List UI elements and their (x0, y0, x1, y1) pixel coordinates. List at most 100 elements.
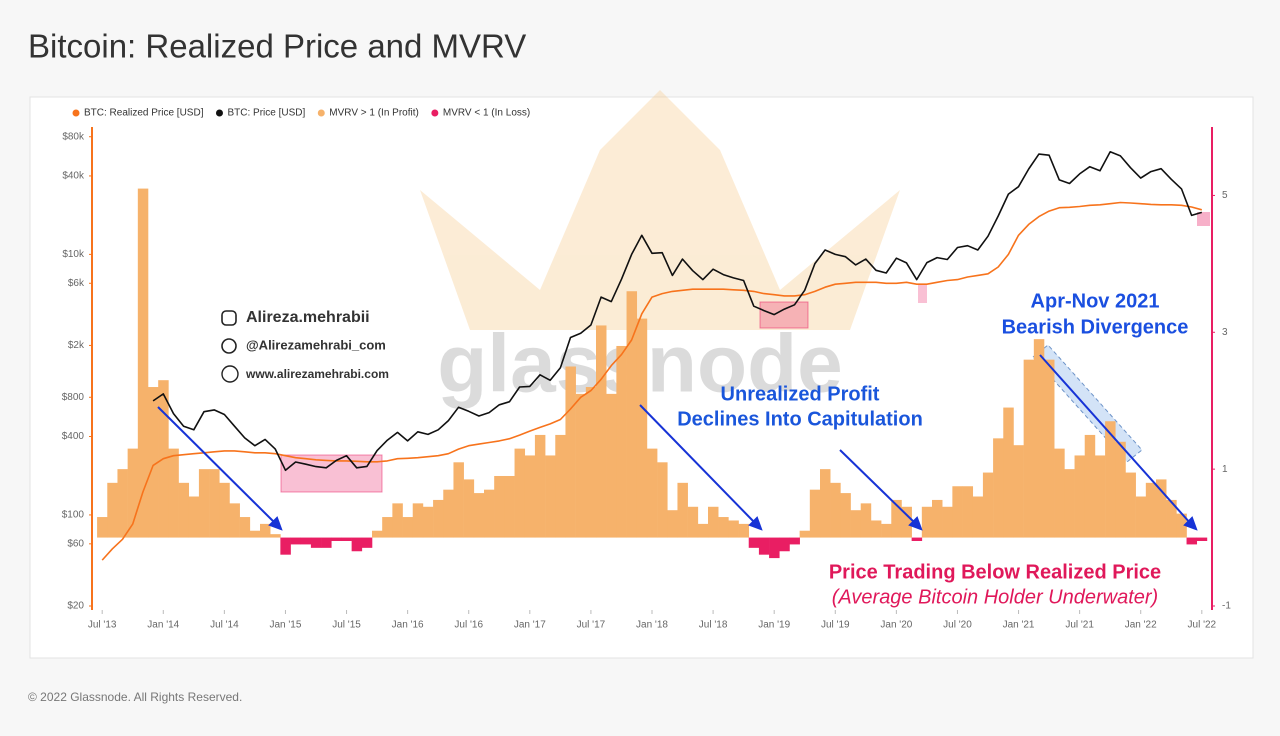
x-tick-label: Jul '13 (88, 620, 117, 631)
mvrv-bar (932, 499, 943, 538)
y2-tick-label: 3 (1222, 327, 1228, 338)
highlight-box (918, 285, 927, 303)
x-tick-label: Jan '18 (636, 620, 668, 631)
mvrv-bar (443, 489, 454, 538)
x-tick-label: Jan '14 (147, 620, 179, 631)
mvrv-bar (799, 530, 811, 538)
mvrv-bar (270, 534, 281, 538)
y2-tick-label: -1 (1222, 601, 1231, 612)
y-tick-label: $10k (62, 249, 85, 260)
x-tick-label: Jul '21 (1065, 620, 1094, 631)
mvrv-bar (453, 462, 464, 538)
mvrv-bar (1166, 499, 1177, 538)
series-line (101, 201, 1203, 561)
mvrv-bar (921, 506, 933, 538)
legend-label: MVRV < 1 (In Loss) (443, 108, 530, 119)
mvrv-bar (820, 469, 831, 538)
mvrv-bar (657, 462, 668, 538)
mvrv-bar (667, 510, 678, 538)
mvrv-bar (636, 318, 648, 538)
x-tick-label: Jul '22 (1188, 620, 1217, 631)
annotation: Unrealized Profit (721, 383, 880, 405)
annotation: Apr-Nov 2021 (1031, 290, 1160, 312)
mvrv-bar (1064, 469, 1075, 538)
x-tick-label: Jan '21 (1003, 620, 1035, 631)
annotation: Bearish Divergence (1002, 316, 1189, 338)
y-tick-label: $40k (62, 171, 85, 182)
mvrv-bar (779, 537, 790, 552)
mvrv-bar (697, 523, 709, 538)
mvrv-bar (239, 517, 251, 538)
y-tick-label: $800 (62, 392, 85, 403)
mvrv-bar (321, 537, 332, 548)
mvrv-bar (310, 537, 322, 548)
mvrv-bar (463, 479, 475, 538)
legend-label: BTC: Realized Price [USD] (84, 108, 204, 119)
mvrv-bar (1115, 441, 1126, 538)
mvrv-bar (412, 503, 424, 538)
mvrv-bar (361, 537, 373, 548)
mvrv-bar (646, 448, 658, 538)
mvrv-bar (840, 493, 851, 538)
author-website: www.alirezamehrabi.com (245, 367, 389, 381)
x-tick-label: Jul '17 (577, 620, 606, 631)
mvrv-bar (830, 482, 841, 538)
arrow (157, 406, 277, 525)
arrowhead (908, 516, 923, 531)
mvrv-bar (188, 496, 200, 538)
legend-swatch (317, 109, 325, 117)
mvrv-bar (952, 486, 963, 538)
mvrv-bar (860, 503, 872, 538)
mvrv-bar (382, 517, 393, 538)
instagram-icon (221, 310, 237, 326)
annotation: Price Trading Below Realized Price (829, 561, 1161, 583)
mvrv-bar (97, 517, 108, 538)
mvrv-bar (249, 530, 261, 538)
mvrv-bar (127, 448, 139, 538)
annotation: Declines Into Capitulation (677, 408, 923, 430)
mvrv-bar (484, 489, 495, 538)
mvrv-bar (575, 393, 587, 538)
legend-swatch (215, 109, 223, 117)
mvrv-bar (219, 482, 230, 538)
mvrv-bar (117, 469, 128, 538)
mvrv-bar (962, 486, 974, 538)
mvrv-bar (1054, 448, 1065, 538)
x-tick-label: Jan '16 (392, 620, 424, 631)
mvrv-bar (1003, 407, 1014, 538)
mvrv-bar (1013, 445, 1024, 538)
x-tick-label: Jul '18 (699, 620, 728, 631)
mvrv-bar (708, 506, 719, 538)
x-tick-label: Jan '15 (269, 620, 301, 631)
web-icon (221, 365, 239, 383)
x-tick-label: Jul '20 (943, 620, 972, 631)
mvrv-bar (433, 499, 444, 538)
mvrv-bar (616, 345, 627, 538)
mvrv-bar (148, 387, 159, 538)
mvrv-bar (748, 537, 760, 548)
arrows (157, 354, 1198, 531)
arrow (1039, 354, 1192, 525)
mvrv-bar (1176, 513, 1187, 538)
x-tick-label: Jul '19 (821, 620, 850, 631)
x-tick-label: Jan '19 (758, 620, 790, 631)
author-telegram: @Alirezamehrabi_com (246, 337, 386, 352)
mvrv-bar (331, 537, 342, 541)
x-tick-label: Jan '22 (1125, 620, 1157, 631)
legend-label: BTC: Price [USD] (227, 108, 305, 119)
mvrv-bar (402, 517, 414, 538)
mvrv-bar (850, 510, 862, 538)
mvrv-bar (911, 537, 923, 541)
mvrv-bar (1094, 455, 1106, 538)
mvrv-bar (1074, 455, 1086, 538)
mvrv-bar (514, 448, 526, 538)
x-tick-label: Jul '16 (454, 620, 483, 631)
footer: © 2022 Glassnode. All Rights Reserved. (28, 690, 242, 704)
arrow (639, 404, 757, 525)
x-tick-label: Jul '15 (332, 620, 361, 631)
mvrv-bar (769, 537, 780, 559)
mvrv-bar (545, 455, 556, 538)
y2-tick-label: 5 (1222, 190, 1228, 201)
mvrv-bar (687, 506, 699, 538)
